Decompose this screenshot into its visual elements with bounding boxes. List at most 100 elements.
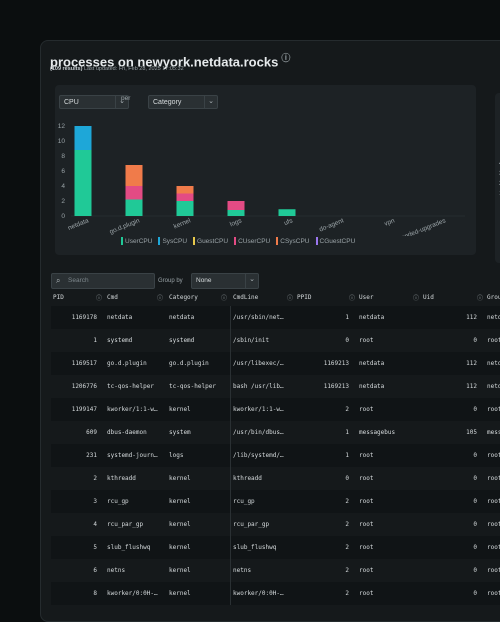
column-header-ppid[interactable]: PPID xyxy=(297,294,312,301)
bar-CUserCPU-go.d.plugin[interactable] xyxy=(125,186,143,200)
table-header: PID ⓘ Cmd ⓘ Category ⓘ CmdLine PPID ⓘ User ⓘ Uid ⓘ Gr… xyxy=(41,291,500,305)
cell-cmd: go.d.plugin xyxy=(107,360,147,367)
x-tick-label: unattended-upgrades xyxy=(387,217,448,236)
cell-group: netd xyxy=(487,360,500,367)
info-icon[interactable]: ⓘ xyxy=(287,295,294,302)
cell-group: root xyxy=(487,590,500,597)
x-tick-label: netdata xyxy=(67,217,90,232)
legend-item-SysCPU[interactable]: SysCPU xyxy=(158,237,187,245)
y-tick-label: 12 xyxy=(58,123,66,130)
cell-cmd: netns xyxy=(107,567,126,574)
cell-cmd: rcu_par_gp xyxy=(107,521,144,528)
cell-cmdline: kthreadd xyxy=(233,475,262,482)
bar-UserCPU-netdata[interactable] xyxy=(74,150,92,216)
table-row[interactable]: 4 rcu_par_gp kernel rcu_par_gp 2 root 0 root xyxy=(51,513,500,536)
cell-uid: 0 xyxy=(473,406,477,413)
y-tick-label: 4 xyxy=(61,183,65,190)
processes-panel: processes on newyork.netdata.rocks ⓘ (109… xyxy=(40,40,500,622)
legend-swatch xyxy=(193,237,196,245)
cell-uid: 112 xyxy=(466,383,477,390)
table-row[interactable]: 3 rcu_gp kernel rcu_gp 2 root 0 root xyxy=(51,490,500,513)
cell-group: root xyxy=(487,498,500,505)
info-icon[interactable]: ⓘ xyxy=(157,295,164,302)
cell-uid: 112 xyxy=(466,314,477,321)
table-row[interactable]: 1206776 tc-qos-helper tc-qos-helper bash /u… xyxy=(51,375,500,398)
cell-cmd: kworker/1:1-w… xyxy=(107,406,158,413)
legend-swatch xyxy=(276,237,279,245)
column-header-pid[interactable]: PID xyxy=(53,294,64,301)
cell-ppid: 2 xyxy=(345,590,349,597)
table-row[interactable]: 1 systemd systemd/sbin/init 0 root 0 root xyxy=(51,329,500,352)
column-header-user[interactable]: User xyxy=(359,294,374,301)
legend-item-UserCPU[interactable]: UserCPU xyxy=(121,237,153,245)
info-icon[interactable]: ⓘ xyxy=(221,295,228,302)
bar-UserCPU-ufs[interactable] xyxy=(278,209,296,216)
column-header-category[interactable]: Category xyxy=(169,294,198,301)
bar-CSysCPU-go.d.plugin[interactable] xyxy=(125,165,143,186)
column-divider xyxy=(230,513,231,536)
group-by-select[interactable]: None ⌄ xyxy=(191,273,259,289)
column-divider xyxy=(230,582,231,605)
legend-label: UserCPU xyxy=(125,237,153,245)
info-icon[interactable]: ⓘ xyxy=(281,53,291,63)
bar-CUserCPU-logs[interactable] xyxy=(227,201,245,210)
table-row[interactable]: 1199147 kworker/1:1-w… kernel kworker/1:1-w… xyxy=(51,398,500,421)
info-icon[interactable]: ⓘ xyxy=(96,295,103,302)
bar-CUserCPU-kernel[interactable] xyxy=(176,193,194,202)
column-header-grou[interactable]: Grou xyxy=(487,294,500,301)
secondary-chart-card: 4321 xyxy=(495,93,500,263)
cell-cmdline: rcu_gp xyxy=(233,498,255,505)
x-tick-label: kernel xyxy=(173,217,193,230)
table-row[interactable]: 8 kworker/0:0H-… kernel kworker/0:0H-… 2 root… xyxy=(51,582,500,605)
cell-cmd: systemd xyxy=(107,337,133,344)
search-input[interactable]: ⌕ Search xyxy=(51,273,155,289)
cell-ppid: 1 xyxy=(345,429,349,436)
cell-group: root xyxy=(487,544,500,551)
group-select[interactable]: Category ⌄ xyxy=(148,95,218,109)
cell-cmd: dbus-daemon xyxy=(107,429,147,436)
cell-group: root xyxy=(487,337,500,344)
group-by-label: Group by xyxy=(158,278,183,284)
column-divider xyxy=(230,559,231,582)
table-row[interactable]: 5 slub_flushwq kernel slub_flushwq 2 root 0 roo… xyxy=(51,536,500,559)
cell-cmdline: slub_flushwq xyxy=(233,544,277,551)
cell-ppid: 0 xyxy=(345,475,349,482)
cell-cmdline: /lib/systemd/… xyxy=(233,452,284,459)
table-row[interactable]: 2 kthreadd kernel kthreadd 0 root 0 root xyxy=(51,467,500,490)
legend-label: CGuestCPU xyxy=(319,237,356,245)
cell-pid: 3 xyxy=(93,498,97,505)
bar-UserCPU-logs[interactable] xyxy=(227,210,245,216)
legend-item-CGuestCPU[interactable]: CGuestCPU xyxy=(315,237,356,245)
search-icon: ⌕ xyxy=(56,276,61,285)
table-row[interactable]: 231 systemd-journ… logs/lib/systemd/… 1 root… xyxy=(51,444,500,467)
cell-uid: 0 xyxy=(473,452,477,459)
legend-item-CUserCPU[interactable]: CUserCPU xyxy=(234,237,270,245)
cell-ppid: 2 xyxy=(345,406,349,413)
column-header-uid[interactable]: Uid xyxy=(423,294,434,301)
bar-CSysCPU-kernel[interactable] xyxy=(176,186,194,194)
cell-cmdline: bash /usr/lib… xyxy=(233,383,284,390)
table-row[interactable]: 6 netns kernel netns 2 root 0 root xyxy=(51,559,500,582)
bar-UserCPU-kernel[interactable] xyxy=(176,201,194,216)
cell-user: root xyxy=(359,590,374,597)
x-tick-label: do-agent xyxy=(318,217,345,233)
cell-ppid: 2 xyxy=(345,567,349,574)
table-row[interactable]: 1169178 netdata netdata/usr/sbin/net… 1 netd… xyxy=(51,306,500,329)
legend-item-GuestCPU[interactable]: GuestCPU xyxy=(193,237,228,245)
legend-item-CSysCPU[interactable]: CSysCPU xyxy=(276,237,310,245)
table-row[interactable]: 1169517 go.d.plugin go.d.plugin/usr/libexe… xyxy=(51,352,500,375)
bar-SysCPU-netdata[interactable] xyxy=(74,126,92,150)
cell-group: root xyxy=(487,521,500,528)
cell-category: systemd xyxy=(169,337,195,344)
column-header-cmdline[interactable]: CmdLine xyxy=(233,294,259,301)
cell-uid: 0 xyxy=(473,475,477,482)
info-icon[interactable]: ⓘ xyxy=(477,295,484,302)
cell-ppid: 1 xyxy=(345,452,349,459)
table-row[interactable]: 609 dbus-daemon system/usr/bin/dbus… 1 messa… xyxy=(51,421,500,444)
info-icon[interactable]: ⓘ xyxy=(413,295,420,302)
info-icon[interactable]: ⓘ xyxy=(349,295,356,302)
column-header-cmd[interactable]: Cmd xyxy=(107,294,118,301)
column-divider xyxy=(230,398,231,421)
metric-select[interactable]: CPU ⌄ xyxy=(59,95,129,109)
bar-UserCPU-go.d.plugin[interactable] xyxy=(125,199,143,217)
